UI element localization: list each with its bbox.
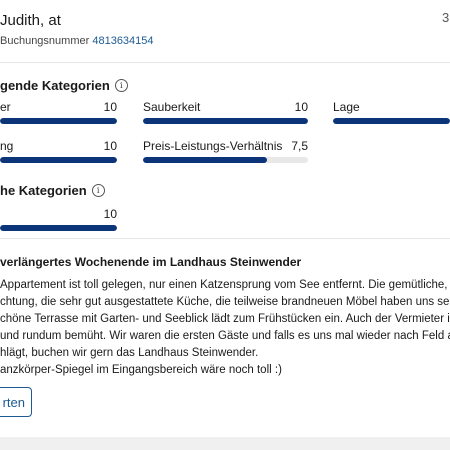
- review-date-fragment: 3: [442, 10, 450, 25]
- category-score: 10: [103, 139, 117, 153]
- reviewer-name: Judith, at: [0, 12, 61, 29]
- review-line: Appartement ist toll gelegen, nur einen …: [0, 279, 450, 291]
- review-title: verlängertes Wochenende im Landhaus Stei…: [0, 255, 302, 269]
- category-item: Preis-Leistungs-Verhältnis 7,5: [143, 139, 308, 165]
- review-line: und rundum bemüht. Wir waren die ersten …: [0, 330, 450, 342]
- category-item: er 10: [0, 100, 117, 126]
- category-label: Sauberkeit: [143, 100, 201, 114]
- header-divider: [0, 62, 450, 63]
- category-label: Preis-Leistungs-Verhältnis: [143, 139, 283, 153]
- category-bar: [0, 225, 117, 231]
- review-body: Appartement ist toll gelegen, nur einen …: [0, 277, 450, 379]
- category-bar: [143, 118, 308, 124]
- category-bar-fill: [0, 118, 117, 124]
- other-categories-label: he Kategorien: [0, 183, 87, 198]
- category-item: Lage: [333, 100, 450, 126]
- info-icon[interactable]: i: [114, 79, 128, 92]
- footer-band: [0, 437, 450, 450]
- booking-number: Buchungsnummer 4813634154: [0, 35, 154, 47]
- top-categories-title: gende Kategorien i: [0, 78, 128, 93]
- review-line: chtung, die sehr gut ausgestattete Küche…: [0, 296, 450, 308]
- category-bar: [143, 157, 308, 163]
- category-score: 10: [103, 100, 117, 114]
- booking-number-value[interactable]: 4813634154: [92, 35, 154, 47]
- section-divider: [0, 238, 450, 239]
- category-score: 7,5: [291, 139, 308, 153]
- category-score: 10: [103, 207, 117, 221]
- category-bar-fill: [143, 118, 308, 124]
- category-item: ng 10: [0, 139, 117, 165]
- category-label: ng: [0, 139, 14, 153]
- category-bar: [0, 157, 117, 163]
- review-line: hlägt, buchen wir gern das Landhaus Stei…: [0, 347, 259, 359]
- category-bar-fill: [143, 157, 267, 163]
- category-item: Sauberkeit 10: [143, 100, 308, 126]
- info-icon[interactable]: i: [91, 184, 105, 197]
- top-categories-label: gende Kategorien: [0, 78, 110, 93]
- category-bar-fill: [0, 157, 117, 163]
- category-bar-fill: [333, 118, 450, 124]
- category-score: 10: [294, 100, 308, 114]
- category-bar: [333, 118, 450, 124]
- booking-label: Buchungsnummer: [0, 35, 90, 47]
- other-categories-title: he Kategorien i: [0, 183, 105, 198]
- category-label: Lage: [333, 100, 360, 114]
- reply-button[interactable]: rten: [0, 387, 32, 417]
- review-line: anzkörper-Spiegel im Eingangsbereich wär…: [0, 364, 282, 376]
- category-bar-fill: [0, 225, 117, 231]
- category-item: 10: [0, 207, 117, 233]
- category-bar: [0, 118, 117, 124]
- category-label: er: [0, 100, 11, 114]
- review-line: chöne Terrasse mit Garten- und Seeblick …: [0, 313, 450, 325]
